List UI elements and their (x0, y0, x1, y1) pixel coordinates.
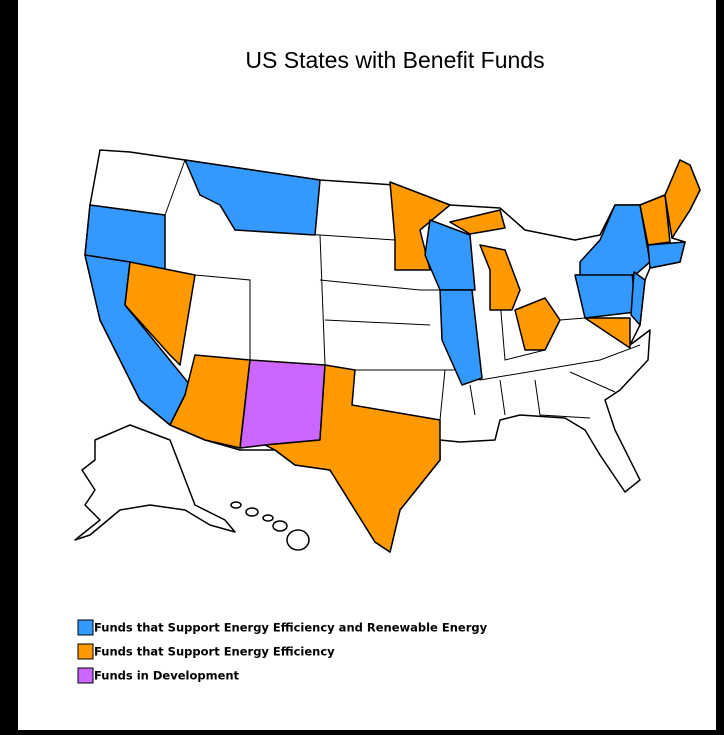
state (639, 194, 671, 246)
state (239, 359, 326, 449)
state-borders (469, 384, 476, 416)
state-borders (559, 317, 586, 321)
us-map (74, 149, 701, 553)
state-borders (499, 299, 546, 361)
state (124, 261, 196, 366)
hawaii (230, 501, 310, 551)
legend-swatch (77, 619, 94, 636)
state (647, 241, 686, 269)
state (449, 209, 506, 235)
state-borders (569, 371, 616, 393)
map-title: US States with Benefit Funds (245, 47, 544, 73)
legend-swatch (77, 643, 94, 660)
state (479, 244, 521, 311)
state-borders (164, 159, 186, 216)
state-borders (479, 344, 641, 381)
state (630, 271, 646, 326)
state (264, 364, 441, 553)
alaska (74, 424, 236, 541)
state-borders (439, 369, 446, 421)
state-borders (499, 379, 506, 416)
legend-label: Funds that Support Energy Efficiency (94, 645, 335, 659)
state-borders (534, 379, 591, 419)
state (389, 181, 451, 271)
state (184, 159, 321, 236)
legend-label: Funds in Development (94, 669, 240, 683)
state (439, 289, 483, 386)
state-borders (194, 274, 251, 360)
legend-swatch (77, 667, 94, 684)
state-borders (324, 319, 431, 326)
legend-label: Funds that Support Energy Efficiency and… (94, 621, 488, 635)
state (664, 159, 701, 239)
state (514, 297, 561, 351)
state (584, 317, 631, 349)
state (574, 271, 637, 319)
state-borders (319, 279, 440, 291)
legend: Funds that Support Energy Efficiency and… (77, 619, 488, 684)
